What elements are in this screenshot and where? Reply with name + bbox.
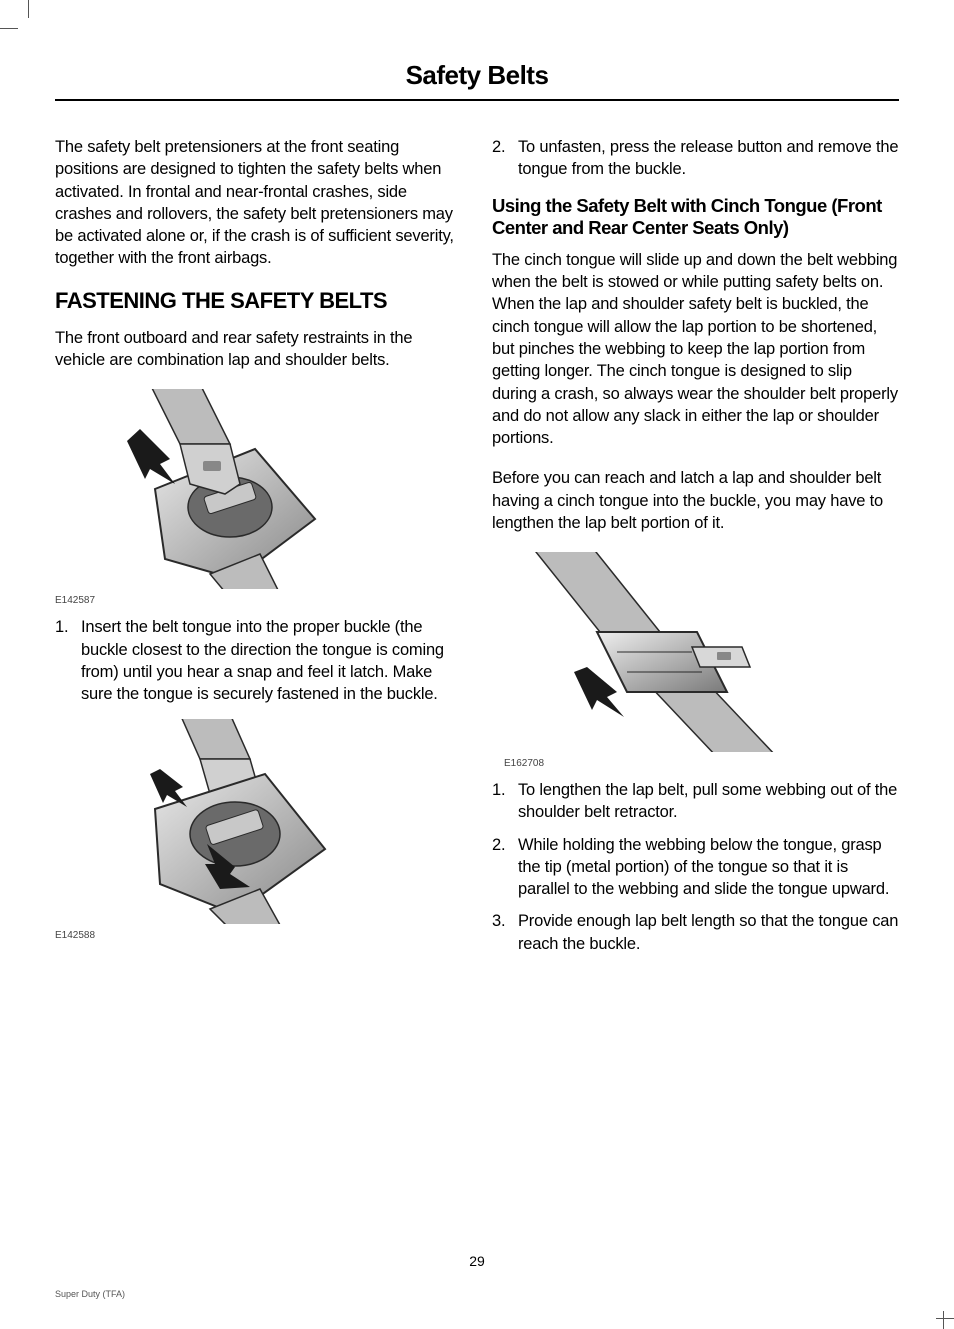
crop-mark: [936, 1318, 954, 1319]
list-item: 2. While holding the webbing below the t…: [492, 834, 899, 901]
cinch-para-2: Before you can reach and latch a lap and…: [492, 467, 899, 534]
figure-caption: E142588: [55, 930, 462, 941]
step-text: To lengthen the lap belt, pull some webb…: [518, 779, 899, 824]
figure-caption: E162708: [504, 758, 899, 769]
figure-buckle-release: [55, 719, 462, 924]
step-text: While holding the webbing below the tong…: [518, 834, 899, 901]
fastening-intro: The front outboard and rear safety restr…: [55, 327, 462, 372]
step-text: Provide enough lap belt length so that t…: [518, 910, 899, 955]
intro-paragraph: The safety belt pretensioners at the fro…: [55, 136, 462, 270]
crop-mark: [28, 0, 29, 18]
crop-mark: [0, 28, 18, 29]
cinch-heading: Using the Safety Belt with Cinch Tongue …: [492, 195, 899, 239]
right-column: 2. To unfasten, press the release button…: [492, 136, 899, 969]
cinch-para-1: The cinch tongue will slide up and down …: [492, 249, 899, 449]
step-number: 1.: [55, 616, 81, 705]
figure-buckle-insert: [55, 389, 462, 589]
step-number: 1.: [492, 779, 518, 824]
step-text: Insert the belt tongue into the proper b…: [81, 616, 462, 705]
figure-caption: E142587: [55, 595, 462, 606]
fastening-heading: FASTENING THE SAFETY BELTS: [55, 288, 462, 313]
left-column: The safety belt pretensioners at the fro…: [55, 136, 462, 969]
list-item: 2. To unfasten, press the release button…: [492, 136, 899, 181]
step-number: 3.: [492, 910, 518, 955]
fastening-steps: 1. Insert the belt tongue into the prope…: [55, 616, 462, 705]
footer-text: Super Duty (TFA): [55, 1289, 125, 1299]
content-columns: The safety belt pretensioners at the fro…: [55, 136, 899, 969]
step-number: 2.: [492, 834, 518, 901]
page-number: 29: [0, 1253, 954, 1269]
step-number: 2.: [492, 136, 518, 181]
list-item: 1. To lengthen the lap belt, pull some w…: [492, 779, 899, 824]
unfasten-steps: 2. To unfasten, press the release button…: [492, 136, 899, 181]
cinch-steps: 1. To lengthen the lap belt, pull some w…: [492, 779, 899, 955]
cinch-tongue-illustration: [492, 552, 792, 752]
buckle-release-illustration: [55, 719, 345, 924]
figure-cinch-tongue: [492, 552, 899, 752]
list-item: 3. Provide enough lap belt length so tha…: [492, 910, 899, 955]
page-title: Safety Belts: [55, 60, 899, 101]
crop-mark: [943, 1311, 944, 1329]
buckle-insert-illustration: [55, 389, 345, 589]
step-text: To unfasten, press the release button an…: [518, 136, 899, 181]
list-item: 1. Insert the belt tongue into the prope…: [55, 616, 462, 705]
